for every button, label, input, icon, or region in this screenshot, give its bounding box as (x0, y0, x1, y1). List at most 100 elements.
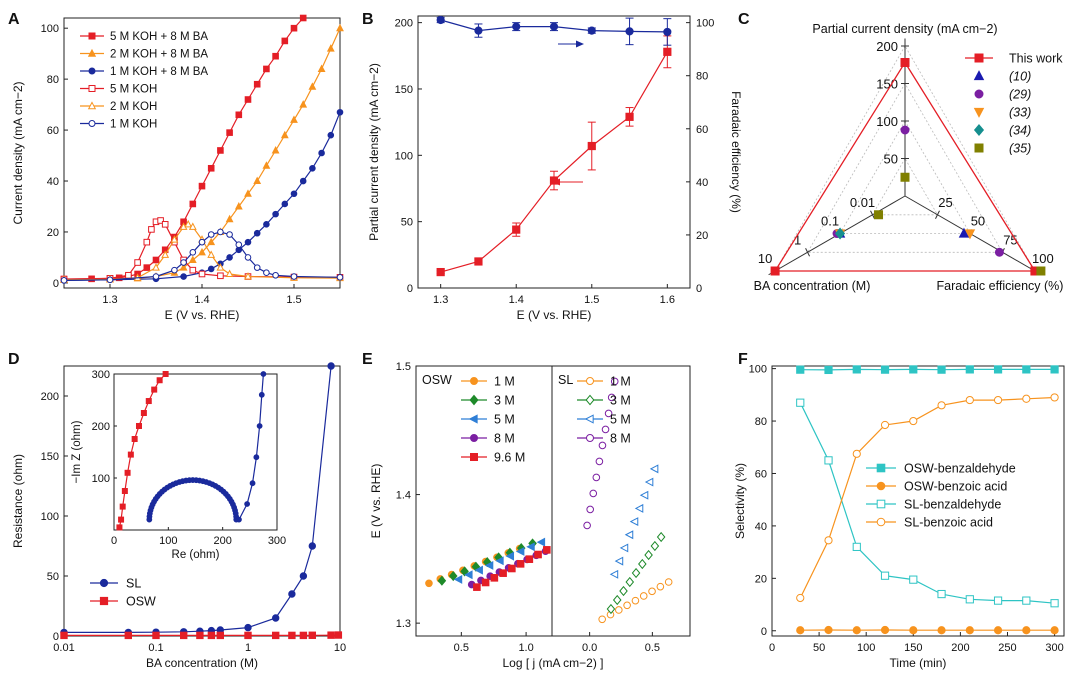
legend-marker (584, 414, 594, 424)
inset-point (145, 398, 152, 405)
legend-label: 1 M KOH + 8 M BA (110, 66, 208, 78)
legend-marker (973, 124, 985, 136)
y-tick-label: 40 (47, 176, 59, 188)
legend-marker (99, 578, 109, 588)
data-point (644, 477, 654, 487)
inset-x-tick-label: 300 (268, 535, 286, 547)
radar-tick-label: 1 (794, 232, 801, 247)
radar-tick-label: 10 (758, 251, 772, 266)
x-axis-label: E (V vs. RHE) (517, 308, 592, 322)
inset-x-label: Re (ohm) (172, 549, 220, 561)
radar-point (834, 227, 846, 240)
data-point (824, 536, 833, 545)
radar-series-outline (773, 61, 1037, 272)
panel-label-f: F (738, 351, 748, 368)
x-tick-label: 0.1 (148, 642, 163, 654)
data-point (852, 365, 861, 374)
data-point (308, 631, 317, 639)
data-point (1050, 365, 1059, 374)
data-point (965, 395, 974, 405)
legend-label: 3 M (494, 394, 515, 408)
legend-marker (876, 517, 886, 527)
arrow-right-head (576, 40, 584, 48)
data-point (106, 276, 114, 284)
data-point (308, 82, 317, 90)
x-axis-label: Log [ j (mA cm−2) ] (502, 656, 603, 670)
inset-point (127, 451, 134, 458)
y2-tick-label: 100 (696, 18, 714, 30)
data-point (225, 214, 234, 223)
inset-point (256, 423, 263, 429)
legend-marker (470, 434, 478, 442)
data-point (650, 540, 660, 552)
legend-label: 3 M (610, 394, 631, 408)
data-point (290, 24, 298, 32)
data-point (625, 112, 634, 121)
arrow-left-head (552, 178, 560, 186)
data-point (217, 228, 224, 236)
data-point (184, 219, 193, 228)
x-tick-label: 0.5 (645, 642, 660, 654)
data-point (796, 398, 805, 407)
data-point (615, 606, 623, 614)
data-point (436, 267, 445, 277)
data-point (587, 26, 596, 35)
inset-point (260, 371, 267, 377)
legend-marker (470, 453, 478, 461)
y-tick-label: 100 (41, 511, 59, 523)
data-point (473, 583, 481, 591)
legend-marker (469, 394, 479, 406)
data-point (336, 108, 344, 116)
data-point (598, 441, 607, 450)
radar-tick (935, 210, 940, 219)
data-point (299, 100, 308, 108)
radar-point (994, 247, 1004, 257)
data-point (244, 623, 252, 632)
y-axis-label: Partial current density (mA cm−2) (367, 63, 381, 241)
x-axis-label: Time (min) (890, 656, 947, 670)
data-point (288, 590, 296, 598)
data-point (619, 543, 629, 553)
y2-axis-label: Faradaic efficiency (%) (729, 91, 743, 213)
data-point (601, 425, 610, 434)
radar-tick-label: 100 (1032, 251, 1054, 266)
data-point (526, 542, 535, 552)
radar-tick-label: 100 (876, 114, 898, 129)
y-tick-label: 0 (761, 626, 767, 638)
legend-marker (87, 101, 97, 110)
y-axis-label: E (V vs. RHE) (369, 464, 383, 539)
data-point (586, 505, 594, 514)
legend-label: 1 M (610, 375, 631, 389)
x-tick-label: 1.0 (518, 642, 533, 654)
data-point (234, 202, 243, 210)
data-point (198, 182, 206, 190)
series-line (799, 402, 1055, 604)
data-point (909, 416, 918, 426)
y-tick-label: 1.3 (396, 618, 411, 630)
data-point (326, 44, 335, 52)
data-point (614, 556, 624, 566)
data-point (244, 238, 252, 246)
data-point (592, 473, 601, 482)
inset-point (244, 501, 251, 507)
series-line (440, 51, 668, 273)
data-point (481, 578, 490, 587)
y-axis-label: Resistance (ohm) (11, 454, 25, 548)
data-point (909, 626, 918, 635)
data-point (663, 27, 672, 37)
data-point (909, 575, 918, 584)
data-point (664, 578, 673, 586)
data-point (536, 537, 546, 547)
y-tick-label: 80 (755, 416, 767, 428)
panel-label-a: A (8, 11, 20, 28)
y-tick-label: 80 (47, 74, 59, 86)
radar-grid (839, 120, 971, 234)
data-point (207, 164, 215, 172)
data-point (152, 631, 160, 640)
data-point (852, 449, 861, 458)
data-point (1022, 365, 1031, 374)
data-point (253, 264, 261, 271)
data-point (152, 256, 160, 264)
x-axis-label: BA concentration (M) (146, 656, 258, 670)
y-tick-label: 0 (53, 631, 59, 643)
